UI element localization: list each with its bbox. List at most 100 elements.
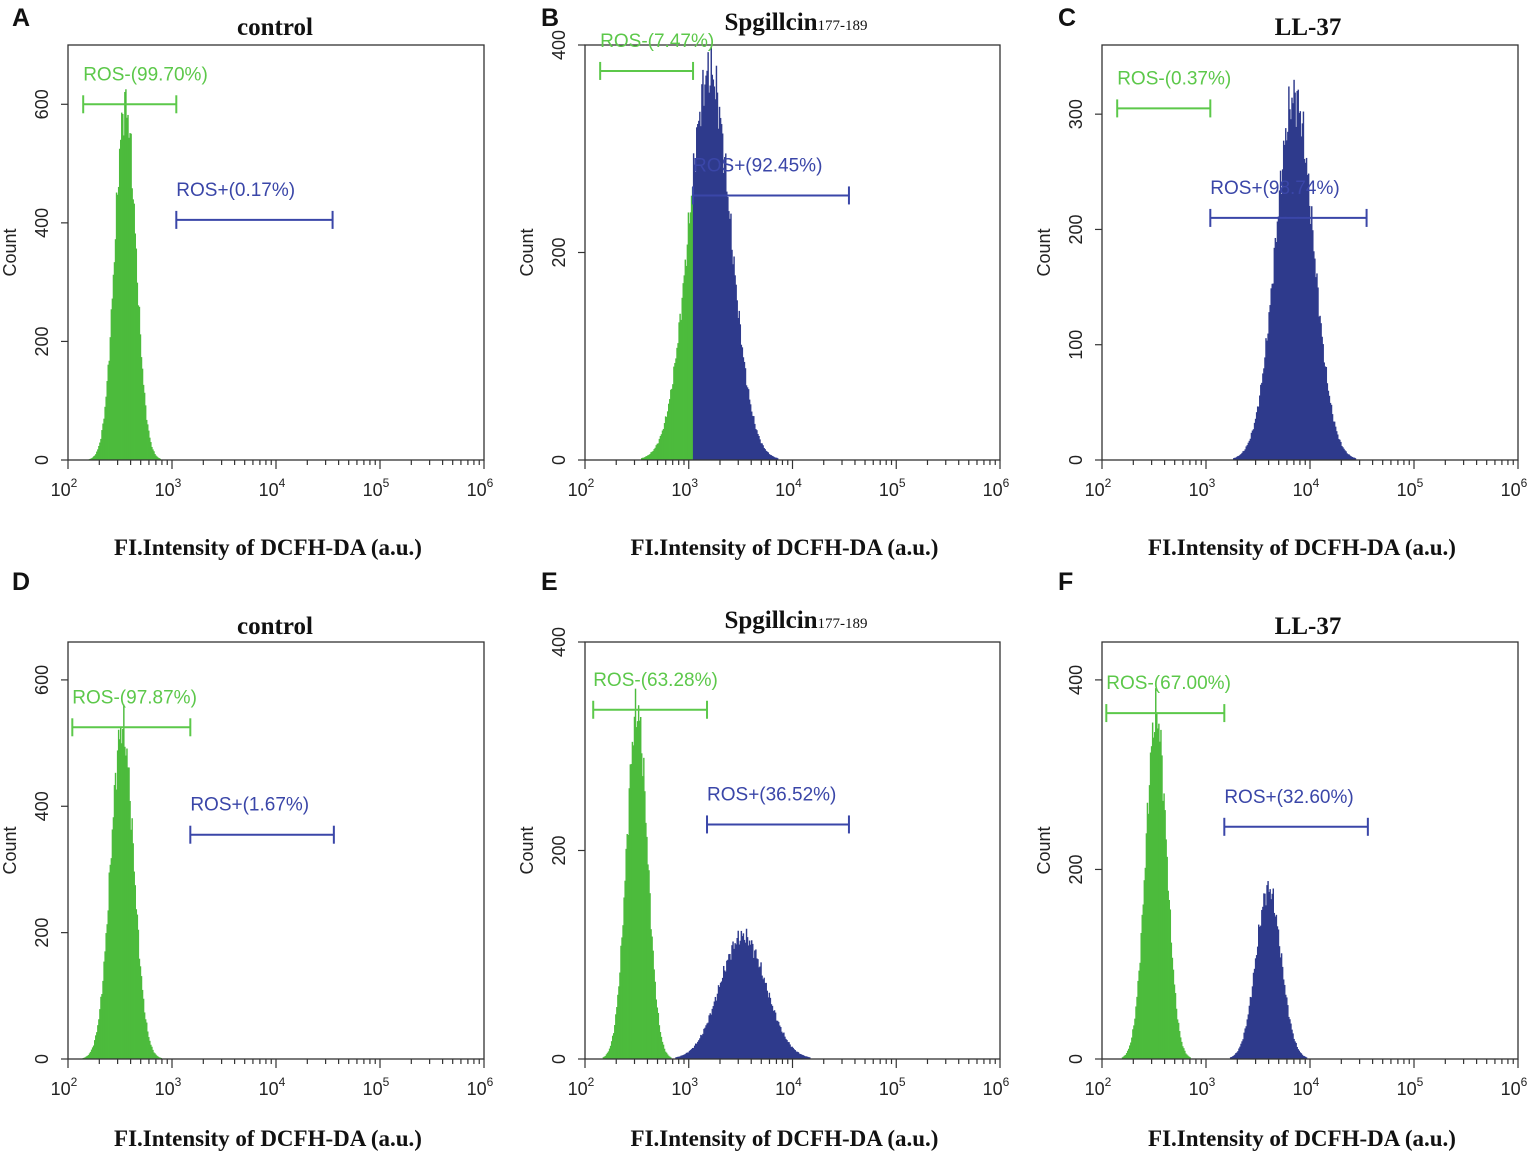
histogram-bar	[736, 938, 738, 1059]
x-tick-exponent: 2	[588, 476, 595, 490]
histogram-bar	[1324, 366, 1326, 460]
histogram-bar	[698, 120, 700, 460]
histogram-bar	[1316, 273, 1318, 460]
x-tick-base: 10	[1293, 480, 1313, 500]
histogram-bar	[157, 457, 159, 460]
histogram-bar	[111, 829, 114, 1059]
histogram-bar	[149, 1040, 151, 1059]
histogram-bar	[782, 1033, 784, 1059]
histogram-bar	[128, 137, 130, 460]
histogram-bar	[726, 191, 728, 461]
histogram-bar	[1149, 752, 1152, 1059]
histogram-bar	[1272, 283, 1274, 460]
histogram-bar	[757, 433, 759, 460]
gate-label: ROS+(98.74%)	[1210, 178, 1339, 199]
histogram-bar	[689, 1050, 692, 1059]
histogram-bar	[776, 458, 779, 460]
x-tick-exponent: 4	[1313, 1075, 1320, 1089]
histogram-bar	[1258, 406, 1260, 460]
histogram-bar	[777, 1021, 780, 1059]
histogram-bar	[109, 864, 112, 1059]
histogram-bar	[621, 937, 623, 1059]
histogram-bar	[1280, 194, 1283, 460]
histogram-bar	[608, 1048, 611, 1059]
histogram-bar	[760, 443, 762, 460]
histogram-bar	[1342, 447, 1344, 460]
histogram-bar	[794, 1050, 797, 1059]
gate-label: ROS+(92.45%)	[693, 155, 822, 176]
histogram-bar	[132, 199, 134, 460]
histogram-bar	[110, 309, 113, 460]
histogram-bar	[713, 86, 716, 460]
histogram-bar	[708, 92, 710, 461]
histogram-bar	[613, 1033, 615, 1059]
histogram-bar	[1261, 382, 1263, 460]
histogram-bar	[1230, 1056, 1233, 1059]
histogram-bar	[88, 1053, 91, 1059]
histogram-bar	[138, 958, 141, 1059]
histogram	[1121, 688, 1308, 1059]
histogram-bar	[1182, 1046, 1184, 1059]
x-tick-exponent: 6	[1521, 476, 1528, 490]
histogram-bar	[1277, 216, 1280, 460]
histogram-bar	[642, 457, 644, 460]
histogram-bar	[772, 1010, 775, 1059]
y-tick-label: 400	[32, 208, 52, 238]
histogram-bar	[707, 52, 709, 460]
gate-pos: ROS+(98.74%)	[1209, 178, 1368, 227]
histogram-bar	[793, 1049, 795, 1059]
histogram-bar	[118, 148, 121, 460]
histogram-bar	[742, 357, 745, 460]
histogram-bar	[736, 300, 738, 460]
histogram-bar	[1340, 441, 1342, 460]
histogram-bar	[1249, 438, 1252, 460]
histogram-bar	[761, 443, 763, 460]
histogram-bar	[122, 728, 124, 1059]
histogram-bar	[1238, 1048, 1240, 1059]
histogram-bar	[136, 914, 139, 1059]
histogram-bar	[609, 1045, 612, 1059]
histogram-bar	[1288, 1016, 1290, 1059]
histogram-bar	[1326, 383, 1329, 460]
histogram-bar	[139, 334, 142, 460]
histogram-bar	[705, 75, 707, 460]
histogram-bar	[766, 451, 768, 460]
histogram-bar	[122, 113, 124, 461]
histogram-bar	[749, 404, 752, 460]
histogram-bar	[1241, 452, 1243, 460]
histogram-bar	[113, 262, 116, 460]
histogram-bar	[781, 1031, 783, 1059]
histogram-bar	[92, 456, 95, 460]
histogram-bar	[142, 384, 145, 460]
histogram-bar	[1245, 1026, 1247, 1059]
histogram-bar	[1176, 1019, 1179, 1059]
x-tick-base: 10	[671, 1079, 691, 1099]
histogram-bar	[622, 925, 624, 1059]
histogram-bar	[682, 283, 684, 460]
histogram-bar	[661, 1041, 664, 1059]
histogram-bar	[1151, 722, 1154, 1059]
histogram-bar	[94, 1040, 96, 1059]
histogram-bar	[1332, 421, 1335, 460]
histogram-bar	[106, 381, 108, 460]
histogram-bar	[1248, 440, 1251, 460]
histogram-bar	[1177, 1022, 1180, 1059]
histogram-bar	[610, 1041, 613, 1059]
histogram-bar	[791, 1046, 793, 1059]
histogram-bar	[725, 153, 727, 460]
histogram-bar	[120, 726, 122, 1059]
histogram-bar	[763, 977, 765, 1059]
histogram-bar	[1241, 1041, 1243, 1059]
y-tick-label: 400	[32, 791, 52, 821]
histogram-bar	[1259, 395, 1261, 460]
histogram-bar	[1297, 1049, 1299, 1059]
x-tick-exponent: 3	[691, 1075, 698, 1089]
histogram-bar	[759, 439, 761, 460]
histogram-bar	[1159, 741, 1161, 1059]
x-tick-base: 10	[155, 1079, 175, 1099]
histogram-bar	[1180, 1037, 1182, 1059]
histogram-bar	[758, 967, 760, 1059]
histogram-bar	[1353, 457, 1356, 460]
histogram-bar	[1161, 755, 1163, 1059]
histogram-bar	[1325, 366, 1328, 460]
